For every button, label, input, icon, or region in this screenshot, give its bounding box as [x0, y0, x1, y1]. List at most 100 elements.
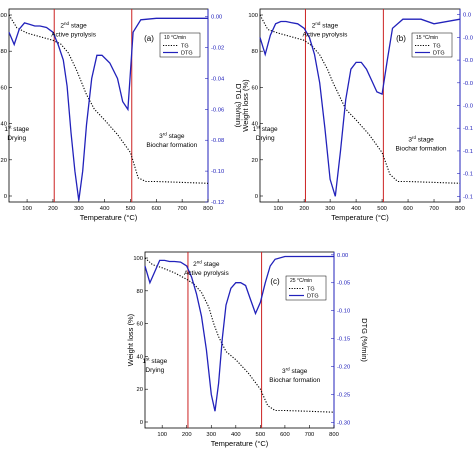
legend-dtg-label: DTG: [307, 294, 319, 300]
y-right-tick-label: -0.0: [463, 81, 473, 87]
x-tick-label: 200: [299, 206, 309, 212]
x-tick-label: 500: [377, 206, 387, 212]
y-right-axis-label: DTG (%/min): [360, 318, 369, 362]
legend-tg-label: TG: [433, 44, 441, 50]
y-left-tick-label: 0: [255, 194, 258, 200]
y-left-tick-label: 20: [137, 387, 143, 393]
stage-ordinal: st: [256, 124, 260, 129]
x-tick-label: 600: [403, 206, 413, 212]
y-right-tick-label: -0.08: [211, 138, 224, 144]
stage-number: 3: [159, 133, 163, 140]
stage-word: stage: [11, 126, 29, 133]
stage-sublabel: Biochar formation: [146, 142, 197, 149]
y-right-tick-label: 0.00: [337, 253, 348, 259]
stage-label: 2nd stage: [60, 21, 87, 30]
x-tick-label: 100: [22, 206, 32, 212]
x-axis-label: Temperature (°C): [80, 213, 138, 222]
y-left-tick-label: 80: [252, 49, 258, 55]
y-right-tick-label: -0.1: [463, 194, 473, 200]
panel-tag: (a): [144, 34, 154, 43]
stage-ordinal: rd: [163, 132, 167, 137]
chart-panel-2: 100 200 300 400 500 600 700 800 0 20 40 60 80 100 0.00…: [126, 251, 369, 448]
x-tick-label: 700: [177, 206, 187, 212]
stage-ordinal: rd: [286, 366, 290, 371]
stage-word: stage: [150, 358, 168, 365]
chart-panel-0: 100 200 300 400 500 600 700 800 0 20 40 60 80 100 0.00…: [0, 8, 243, 222]
x-tick-label: 500: [256, 432, 266, 438]
stage-sublabel: Active pyrolysis: [51, 32, 97, 39]
legend-rate-label: 25 °C/min: [290, 278, 312, 284]
series-tg-line: [259, 14, 461, 184]
y-left-tick-label: 80: [137, 289, 143, 295]
x-tick-label: 300: [206, 432, 216, 438]
chart-panel-1: 100 200 300 400 500 600 700 800 0 20 40 60 80 100 0.0 -…: [241, 8, 473, 222]
stage-label: 3rd stage: [159, 132, 185, 141]
stage-sublabel: Biochar formation: [269, 377, 320, 384]
stage-sublabel: Active pyrolysis: [184, 270, 230, 277]
x-tick-label: 200: [48, 206, 58, 212]
y-right-tick-label: -0.1: [463, 126, 473, 132]
x-tick-label: 800: [329, 432, 339, 438]
stage-ordinal: nd: [315, 21, 321, 26]
y-right-tick-label: -0.0: [463, 35, 473, 41]
stage-number: 2: [312, 23, 316, 30]
stage-ordinal: nd: [64, 21, 70, 26]
stage-word: stage: [290, 368, 308, 375]
stage-label: 3rd stage: [408, 135, 434, 144]
x-tick-label: 200: [182, 432, 192, 438]
x-tick-label: 700: [305, 432, 315, 438]
y-left-tick-label: 40: [1, 122, 7, 128]
x-tick-label: 400: [100, 206, 110, 212]
stage-label: 1st stage: [142, 356, 167, 365]
stage-number: 1: [253, 126, 257, 133]
stage-label: 1st stage: [253, 124, 278, 133]
stage-number: 3: [408, 137, 412, 144]
stage-sublabel: Biochar formation: [396, 146, 447, 153]
series-tg-line: [8, 14, 209, 184]
stage-sublabel: Active pyrolysis: [303, 32, 349, 39]
y-right-tick-label: -0.10: [337, 309, 350, 315]
y-right-tick-label: 0.0: [463, 13, 471, 19]
y-left-tick-label: 60: [1, 85, 7, 91]
stage-number: 1: [142, 358, 146, 365]
x-tick-label: 300: [325, 206, 335, 212]
stage-sublabel: Drying: [7, 135, 26, 142]
y-left-tick-label: 100: [0, 13, 7, 19]
y-left-axis-label: Weight loss (%): [126, 313, 135, 366]
x-tick-label: 100: [273, 206, 283, 212]
series-tg-line: [144, 257, 335, 413]
stage-word: stage: [416, 137, 434, 144]
legend-rate-label: 10 °C/min: [164, 35, 186, 41]
legend-rate-label: 15 °C/min: [416, 35, 438, 41]
y-right-tick-label: -0.12: [211, 200, 224, 206]
y-right-axis-label: DTG (%/min): [234, 84, 243, 128]
legend-dtg-label: DTG: [181, 51, 193, 57]
series-dtg-line: [259, 18, 461, 197]
y-left-tick-label: 20: [1, 158, 7, 164]
series-dtg-line: [8, 17, 208, 201]
y-right-tick-label: -0.20: [337, 365, 350, 371]
y-right-tick-label: -0.06: [211, 107, 224, 113]
x-axis-label: Temperature (°C): [211, 439, 269, 448]
stage-ordinal: st: [8, 124, 12, 129]
stage-sublabel: Drying: [256, 135, 275, 142]
panel-tag: (c): [270, 277, 280, 286]
y-right-tick-label: -0.15: [337, 337, 350, 343]
stage-number: 2: [193, 261, 197, 268]
panel-tag: (b): [396, 34, 406, 43]
stage-number: 2: [60, 23, 64, 30]
x-tick-label: 400: [351, 206, 361, 212]
y-left-tick-label: 0: [140, 420, 143, 426]
stage-word: stage: [202, 261, 220, 268]
stage-word: stage: [260, 126, 278, 133]
stage-word: stage: [320, 23, 338, 30]
y-right-tick-label: -0.02: [211, 46, 224, 52]
stage-label: 1st stage: [4, 124, 29, 133]
y-right-tick-label: -0.0: [463, 104, 473, 110]
y-left-axis-label: Weight loss (%): [241, 79, 250, 132]
stage-label: 3rd stage: [282, 366, 308, 375]
y-right-tick-label: 0.00: [211, 15, 222, 21]
y-right-tick-label: -0.04: [211, 76, 225, 82]
x-tick-label: 300: [74, 206, 84, 212]
stage-word: stage: [167, 133, 185, 140]
